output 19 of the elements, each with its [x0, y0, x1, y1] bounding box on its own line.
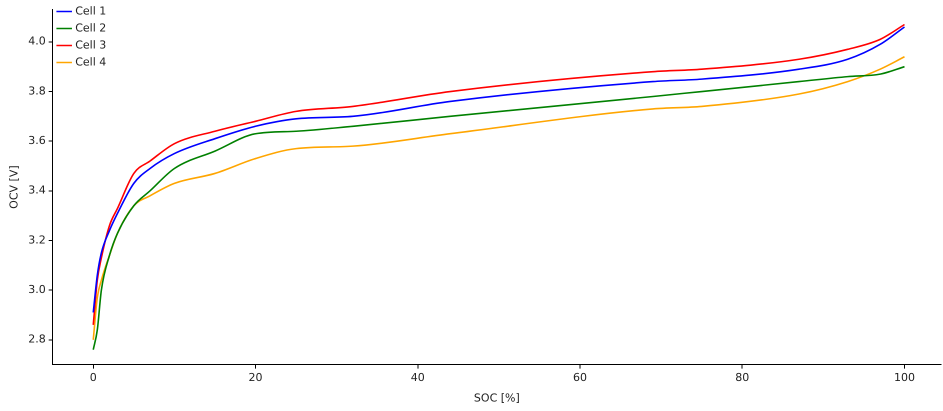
legend-label: Cell 3	[75, 38, 106, 52]
y-axis-title: OCV [V]	[7, 165, 20, 209]
y-tick-label: 3.6	[28, 134, 46, 148]
y-tick-label: 3.8	[28, 84, 46, 98]
legend-label: Cell 1	[75, 4, 106, 18]
x-tick-label: 0	[90, 371, 97, 384]
x-tick-label: 40	[410, 371, 425, 384]
y-tick-label: 3.0	[28, 282, 46, 296]
legend-label: Cell 2	[75, 21, 106, 34]
x-tick-label: 80	[735, 371, 750, 384]
x-tick-label: 100	[894, 371, 915, 384]
legend-label: Cell 4	[75, 55, 106, 68]
y-tick-label: 2.8	[28, 332, 46, 346]
x-axis-title: SOC [%]	[474, 391, 520, 404]
y-tick-label: 3.2	[28, 233, 46, 246]
x-tick-label: 60	[573, 371, 587, 384]
y-tick-label: 4.0	[28, 34, 46, 48]
x-tick-label: 20	[248, 371, 263, 384]
y-tick-label: 3.4	[28, 184, 46, 197]
